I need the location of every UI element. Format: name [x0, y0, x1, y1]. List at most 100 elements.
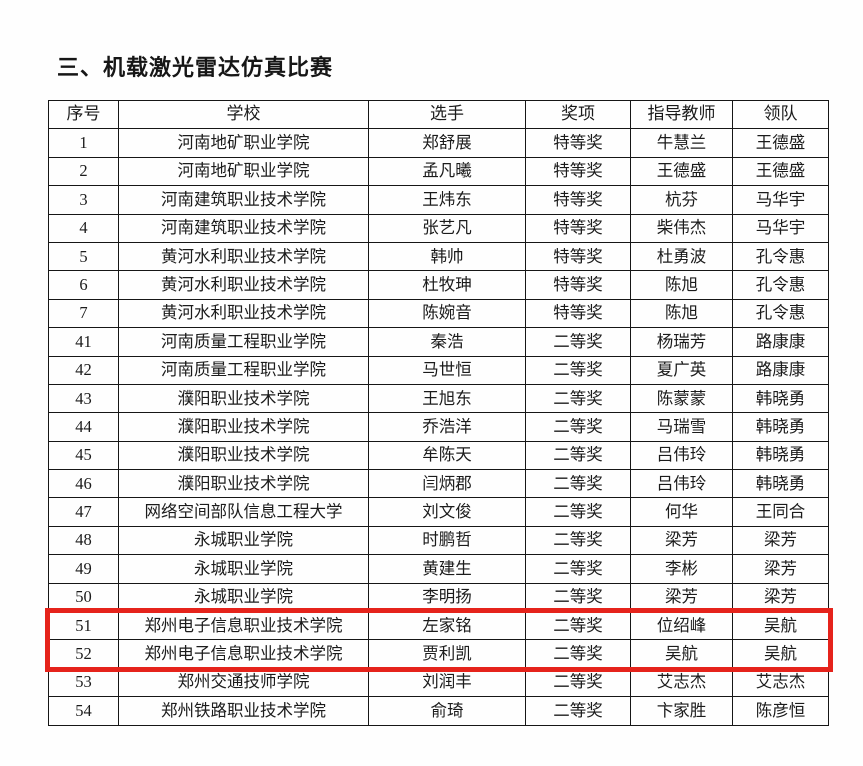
table-row: 44 濮阳职业技术学院 乔浩洋 二等奖 马瑞雪 韩晓勇 — [48, 412, 829, 442]
cell-player: 贾利凯 — [368, 639, 526, 669]
cell-player: 时鹏哲 — [368, 525, 526, 556]
cell-teacher: 牛慧兰 — [630, 128, 733, 158]
cell-award: 特等奖 — [525, 185, 631, 215]
cell-no: 46 — [48, 469, 119, 499]
cell-no: 53 — [48, 667, 119, 698]
cell-leader: 吴航 — [732, 611, 829, 641]
cell-leader: 韩晓勇 — [732, 412, 829, 442]
cell-teacher: 卞家胜 — [630, 696, 733, 726]
cell-school: 河南质量工程职业学院 — [118, 355, 369, 385]
cell-leader: 吴航 — [732, 639, 829, 669]
cell-award: 特等奖 — [525, 128, 631, 158]
column-header-school: 学校 — [118, 99, 369, 130]
cell-teacher: 吴航 — [630, 639, 733, 669]
table-row: 46 濮阳职业技术学院 闫炳郡 二等奖 吕伟玲 韩晓勇 — [48, 469, 829, 499]
table-row: 41 河南质量工程职业学院 秦浩 二等奖 杨瑞芳 路康康 — [48, 327, 829, 357]
cell-teacher: 杭芬 — [630, 185, 733, 215]
cell-leader: 王同合 — [732, 497, 829, 527]
cell-leader: 孔令惠 — [732, 241, 829, 272]
cell-player: 黄建生 — [368, 554, 526, 584]
cell-no: 44 — [48, 412, 119, 442]
table-row: 7 黄河水利职业技术学院 陈婉音 特等奖 陈旭 孔令惠 — [48, 298, 829, 329]
table-row: 3 河南建筑职业技术学院 王炜东 特等奖 杭芬 马华宇 — [48, 185, 829, 215]
cell-leader: 艾志杰 — [732, 667, 829, 698]
table-row: 49 永城职业学院 黄建生 二等奖 李彬 梁芳 — [48, 554, 829, 584]
cell-no: 41 — [48, 327, 119, 357]
cell-player: 韩帅 — [368, 241, 526, 272]
cell-award: 二等奖 — [525, 696, 631, 726]
table-row: 6 黄河水利职业技术学院 杜牧珅 特等奖 陈旭 孔令惠 — [48, 270, 829, 300]
cell-leader: 路康康 — [732, 355, 829, 385]
cell-award: 二等奖 — [525, 611, 631, 641]
cell-school: 永城职业学院 — [118, 525, 369, 556]
cell-award: 特等奖 — [525, 270, 631, 300]
table-row: 51 郑州电子信息职业技术学院 左家铭 二等奖 位绍峰 吴航 — [48, 611, 829, 641]
cell-award: 二等奖 — [525, 497, 631, 527]
cell-no: 49 — [48, 554, 119, 584]
cell-award: 特等奖 — [525, 298, 631, 329]
cell-player: 秦浩 — [368, 327, 526, 357]
column-header-leader: 领队 — [732, 99, 829, 130]
cell-leader: 梁芳 — [732, 582, 829, 613]
cell-school: 黄河水利职业技术学院 — [118, 298, 369, 329]
cell-school: 永城职业学院 — [118, 582, 369, 613]
cell-award: 二等奖 — [525, 639, 631, 669]
cell-no: 50 — [48, 582, 119, 613]
table-header: 序号 学校 选手 奖项 指导教师 领队 — [48, 99, 829, 130]
cell-player: 王炜东 — [368, 185, 526, 215]
cell-award: 二等奖 — [525, 525, 631, 556]
cell-no: 51 — [48, 611, 119, 641]
cell-player: 俞琦 — [368, 696, 526, 726]
cell-school: 河南地矿职业学院 — [118, 128, 369, 158]
cell-player: 张艺凡 — [368, 213, 526, 243]
cell-leader: 梁芳 — [732, 554, 829, 584]
cell-award: 特等奖 — [525, 213, 631, 243]
cell-school: 郑州交通技师学院 — [118, 667, 369, 698]
table-row: 42 河南质量工程职业学院 马世恒 二等奖 夏广英 路康康 — [48, 355, 829, 385]
cell-award: 二等奖 — [525, 355, 631, 385]
cell-no: 6 — [48, 270, 119, 300]
cell-teacher: 陈旭 — [630, 298, 733, 329]
cell-school: 河南质量工程职业学院 — [118, 327, 369, 357]
cell-school: 濮阳职业技术学院 — [118, 469, 369, 499]
cell-school: 网络空间部队信息工程大学 — [118, 497, 369, 527]
cell-school: 濮阳职业技术学院 — [118, 440, 369, 471]
cell-school: 濮阳职业技术学院 — [118, 412, 369, 442]
cell-leader: 梁芳 — [732, 525, 829, 556]
cell-no: 48 — [48, 525, 119, 556]
cell-school: 河南建筑职业技术学院 — [118, 185, 369, 215]
cell-award: 二等奖 — [525, 383, 631, 414]
column-header-player: 选手 — [368, 99, 526, 130]
cell-award: 二等奖 — [525, 327, 631, 357]
column-header-no: 序号 — [48, 99, 119, 130]
cell-teacher: 杜勇波 — [630, 241, 733, 272]
cell-teacher: 柴伟杰 — [630, 213, 733, 243]
cell-award: 二等奖 — [525, 667, 631, 698]
cell-teacher: 杨瑞芳 — [630, 327, 733, 357]
cell-no: 1 — [48, 128, 119, 158]
cell-player: 牟陈天 — [368, 440, 526, 471]
cell-no: 5 — [48, 241, 119, 272]
cell-leader: 陈彦恒 — [732, 696, 829, 726]
cell-player: 刘文俊 — [368, 497, 526, 527]
cell-player: 马世恒 — [368, 355, 526, 385]
cell-award: 二等奖 — [525, 582, 631, 613]
cell-leader: 路康康 — [732, 327, 829, 357]
cell-school: 黄河水利职业技术学院 — [118, 241, 369, 272]
cell-award: 二等奖 — [525, 469, 631, 499]
cell-school: 河南建筑职业技术学院 — [118, 213, 369, 243]
cell-leader: 孔令惠 — [732, 270, 829, 300]
cell-player: 杜牧珅 — [368, 270, 526, 300]
cell-no: 43 — [48, 383, 119, 414]
cell-leader: 王德盛 — [732, 128, 829, 158]
cell-player: 陈婉音 — [368, 298, 526, 329]
results-table: 序号 学校 选手 奖项 指导教师 领队 1 河南地矿职业学院 郑舒展 特等奖 牛慧兰 王德盛 2 河南地… — [48, 99, 829, 726]
cell-no: 4 — [48, 213, 119, 243]
cell-leader: 韩晓勇 — [732, 383, 829, 414]
table-row: 45 濮阳职业技术学院 牟陈天 二等奖 吕伟玲 韩晓勇 — [48, 440, 829, 471]
cell-school: 黄河水利职业技术学院 — [118, 270, 369, 300]
cell-leader: 王德盛 — [732, 156, 829, 187]
cell-teacher: 陈旭 — [630, 270, 733, 300]
cell-teacher: 吕伟玲 — [630, 469, 733, 499]
